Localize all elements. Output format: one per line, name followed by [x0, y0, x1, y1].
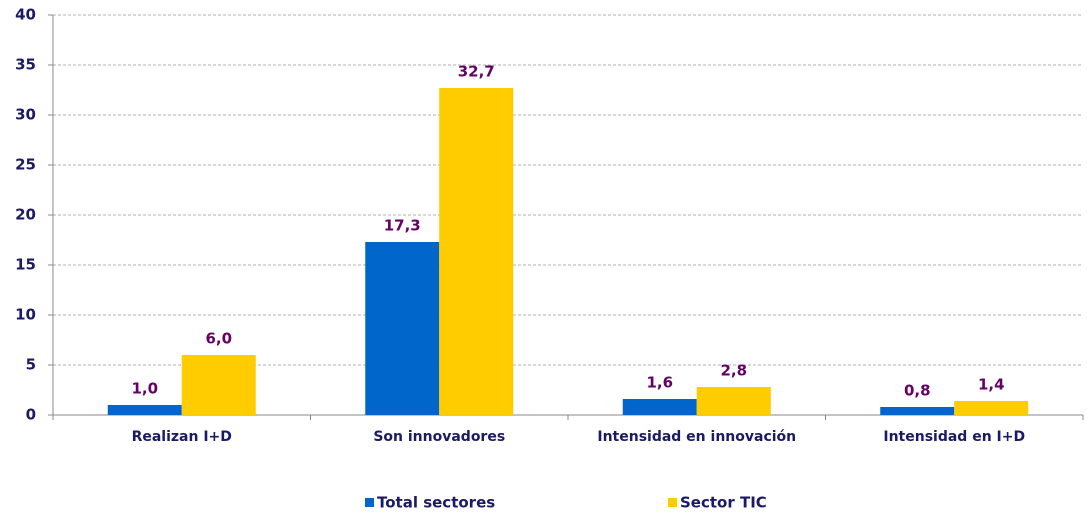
- value-label: 6,0: [205, 330, 232, 348]
- bar: [107, 405, 182, 415]
- y-tick-label: 40: [15, 6, 36, 24]
- bar: [622, 399, 697, 415]
- bar: [954, 401, 1029, 415]
- value-label: 0,8: [904, 382, 931, 400]
- legend-swatch: [668, 498, 677, 507]
- value-label: 32,7: [458, 63, 495, 81]
- y-tick-label: 20: [15, 206, 36, 224]
- y-tick-label: 0: [26, 406, 36, 424]
- legend-label: Total sectores: [377, 494, 495, 512]
- y-tick-label: 25: [15, 156, 36, 174]
- bar: [880, 407, 955, 415]
- y-tick-label: 30: [15, 106, 36, 124]
- x-tick-label: Realizan I+D: [132, 429, 232, 445]
- value-label: 17,3: [384, 217, 421, 235]
- x-tick-label: Intensidad en innovación: [597, 429, 796, 445]
- bar: [365, 242, 440, 415]
- y-tick-label: 35: [15, 56, 36, 74]
- value-label: 1,0: [131, 380, 158, 398]
- legend-label: Sector TIC: [680, 494, 767, 512]
- value-label: 1,4: [978, 376, 1005, 394]
- y-tick-label: 10: [15, 306, 36, 324]
- y-tick-label: 15: [15, 256, 36, 274]
- value-label: 1,6: [646, 374, 673, 392]
- x-tick-label: Intensidad en I+D: [883, 429, 1025, 445]
- bar: [181, 355, 256, 415]
- legend-swatch: [365, 498, 374, 507]
- value-label: 2,8: [720, 362, 747, 380]
- x-tick-label: Son innovadores: [373, 429, 505, 445]
- bar: [696, 387, 771, 415]
- bar: [439, 88, 514, 415]
- y-tick-label: 5: [26, 356, 36, 374]
